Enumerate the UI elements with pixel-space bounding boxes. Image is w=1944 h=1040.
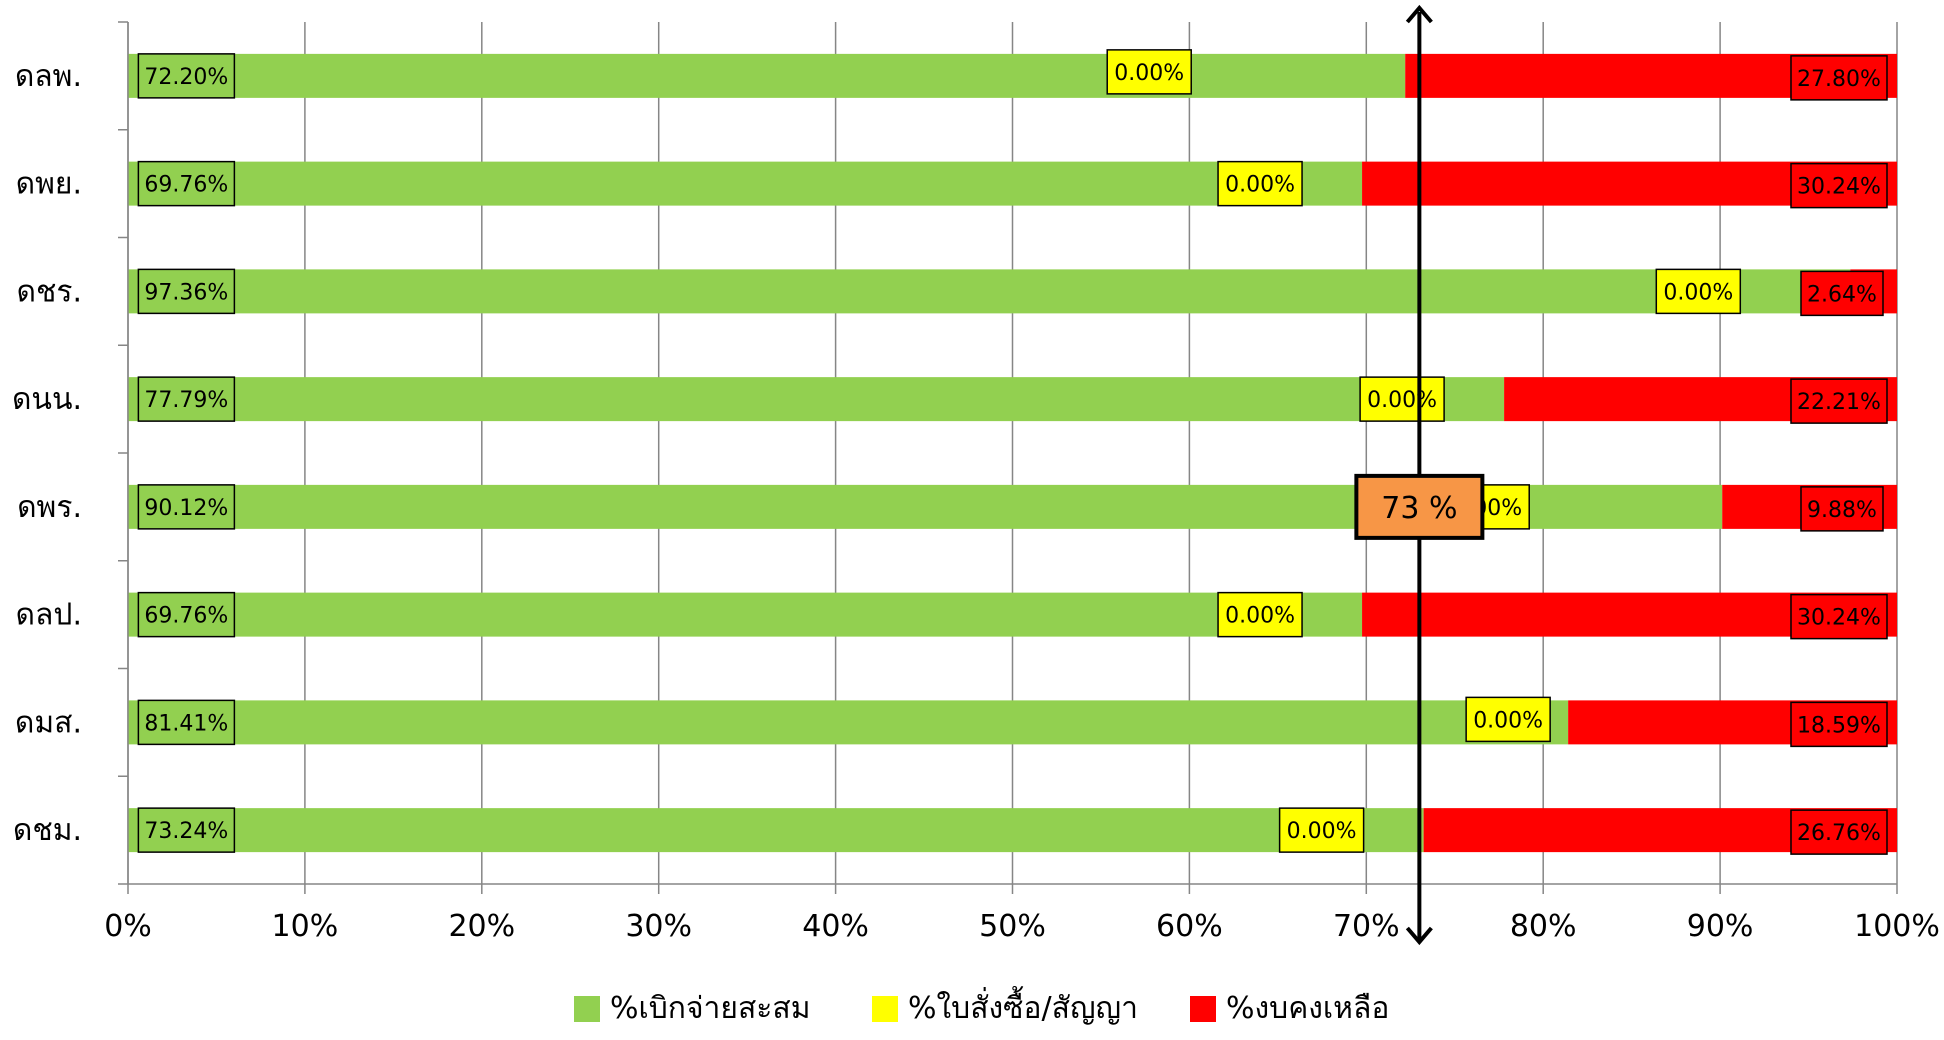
legend-label-2: %ใบสั่งซื้อ/สัญญา bbox=[908, 986, 1138, 1026]
data-label-s1-box bbox=[137, 699, 236, 746]
bar-segment-1 bbox=[128, 269, 1851, 314]
category-label: ดมส. bbox=[15, 705, 82, 740]
target-label: 73 % bbox=[1381, 491, 1457, 526]
x-tick-label: 50% bbox=[979, 909, 1046, 944]
data-label-s3-box bbox=[1790, 701, 1888, 748]
data-label-s3-box bbox=[1790, 162, 1888, 209]
category-label: ดลป. bbox=[16, 598, 82, 633]
data-label-s3: 30.24% bbox=[1797, 175, 1881, 200]
label-layer: 0% 10% 20% 30% 40% 50% 60% 70% 80% 90% 100% ดลพ. ดพย… bbox=[12, 49, 1940, 944]
bar-segment-1 bbox=[128, 700, 1569, 745]
data-label-s1-box bbox=[137, 591, 236, 638]
category-label: ดลพ. bbox=[15, 59, 82, 94]
category-label: ดพย. bbox=[16, 167, 82, 202]
data-label-s1-box bbox=[137, 484, 236, 530]
data-label-s3-box bbox=[1790, 378, 1888, 424]
axis-layer bbox=[118, 21, 1898, 894]
data-label-s3: 27.80% bbox=[1797, 67, 1881, 92]
data-label-s3-box bbox=[1790, 55, 1888, 101]
data-label-s2: 0.00% bbox=[1225, 604, 1295, 629]
x-tick-label: 90% bbox=[1687, 909, 1754, 944]
legend-label-1: %เบิกจ่ายสะสม bbox=[610, 991, 810, 1026]
data-label-s2: 0.00% bbox=[1663, 280, 1733, 305]
target-layer: 73 % bbox=[1354, 4, 1485, 946]
data-label-s1: 73.24% bbox=[144, 819, 228, 844]
data-label-s2: 0.00% bbox=[1367, 388, 1437, 413]
data-label-s1: 90.12% bbox=[144, 496, 228, 521]
data-label-s1-box bbox=[137, 53, 236, 99]
x-tick-label: 20% bbox=[448, 909, 515, 944]
x-tick-label: 0% bbox=[104, 909, 152, 944]
x-tick-label: 100% bbox=[1854, 909, 1940, 944]
data-label-s2: 0.00% bbox=[1225, 173, 1295, 198]
legend-layer: %เบิกจ่ายสะสม %ใบสั่งซื้อ/สัญญา %งบคงเหลือ bbox=[574, 986, 1389, 1026]
data-label-s1: 81.41% bbox=[144, 711, 228, 736]
data-label-s2-box bbox=[1359, 376, 1445, 422]
data-label-s3: 22.21% bbox=[1797, 390, 1881, 415]
data-label-s2-box bbox=[1655, 268, 1742, 315]
data-label-s1-box bbox=[137, 160, 236, 207]
data-label-s1: 72.20% bbox=[144, 65, 228, 90]
target-arrow-up bbox=[1405, 4, 1433, 24]
legend-swatch-3 bbox=[1190, 996, 1216, 1022]
data-label-s2-box bbox=[1217, 160, 1303, 207]
category-label: ดชม. bbox=[13, 813, 82, 848]
data-label-s2: 0.00% bbox=[1287, 819, 1357, 844]
data-label-s1: 77.79% bbox=[144, 388, 228, 413]
data-label-s1: 97.36% bbox=[144, 280, 228, 305]
x-tick-label: 30% bbox=[625, 909, 692, 944]
bar-segment-1 bbox=[128, 808, 1424, 853]
data-label-s3: 26.76% bbox=[1797, 821, 1881, 846]
data-label-s3-box bbox=[1800, 270, 1884, 317]
category-label: ดนน. bbox=[12, 382, 82, 417]
data-label-s2: 0.00% bbox=[1473, 708, 1543, 733]
target-arrow-down bbox=[1405, 926, 1433, 946]
data-label-s3: 18.59% bbox=[1797, 713, 1881, 738]
data-label-s3-box bbox=[1790, 593, 1888, 640]
data-label-s3-box bbox=[1790, 809, 1888, 855]
x-tick-label: 70% bbox=[1333, 909, 1400, 944]
data-label-s2-box bbox=[1106, 49, 1192, 95]
grid-layer bbox=[127, 22, 1898, 884]
data-label-s2-box bbox=[1465, 696, 1551, 743]
data-label-s1: 69.76% bbox=[144, 173, 228, 198]
x-tick-label: 10% bbox=[272, 909, 339, 944]
legend-swatch-2 bbox=[872, 996, 898, 1022]
bar-segment-1 bbox=[128, 161, 1363, 206]
category-label: ดชร. bbox=[17, 274, 83, 309]
data-label-s1-box bbox=[137, 807, 236, 853]
data-label-s1: 69.76% bbox=[144, 604, 228, 629]
x-tick-label: 60% bbox=[1156, 909, 1223, 944]
data-label-s3: 2.64% bbox=[1807, 282, 1877, 307]
data-label-s3: 30.24% bbox=[1797, 606, 1881, 631]
data-label-s3: 9.88% bbox=[1807, 498, 1877, 523]
x-tick-label: 80% bbox=[1510, 909, 1577, 944]
category-label: ดพร. bbox=[17, 490, 82, 525]
legend-swatch-1 bbox=[574, 996, 600, 1022]
target-label-box bbox=[1354, 473, 1485, 540]
data-label-s2-box bbox=[1278, 807, 1365, 853]
data-label-s3-box bbox=[1800, 486, 1884, 532]
bar-segment-1 bbox=[128, 53, 1406, 98]
data-label-s2: 0.00% bbox=[1114, 61, 1184, 86]
data-label-s1-box bbox=[137, 268, 236, 315]
bar-segment-1 bbox=[128, 592, 1363, 637]
bar-segment-1 bbox=[128, 377, 1505, 422]
legend-label-3: %งบคงเหลือ bbox=[1226, 991, 1389, 1026]
data-label-s1-box bbox=[137, 376, 236, 422]
x-tick-label: 40% bbox=[802, 909, 869, 944]
data-label-s2-box bbox=[1217, 591, 1303, 638]
